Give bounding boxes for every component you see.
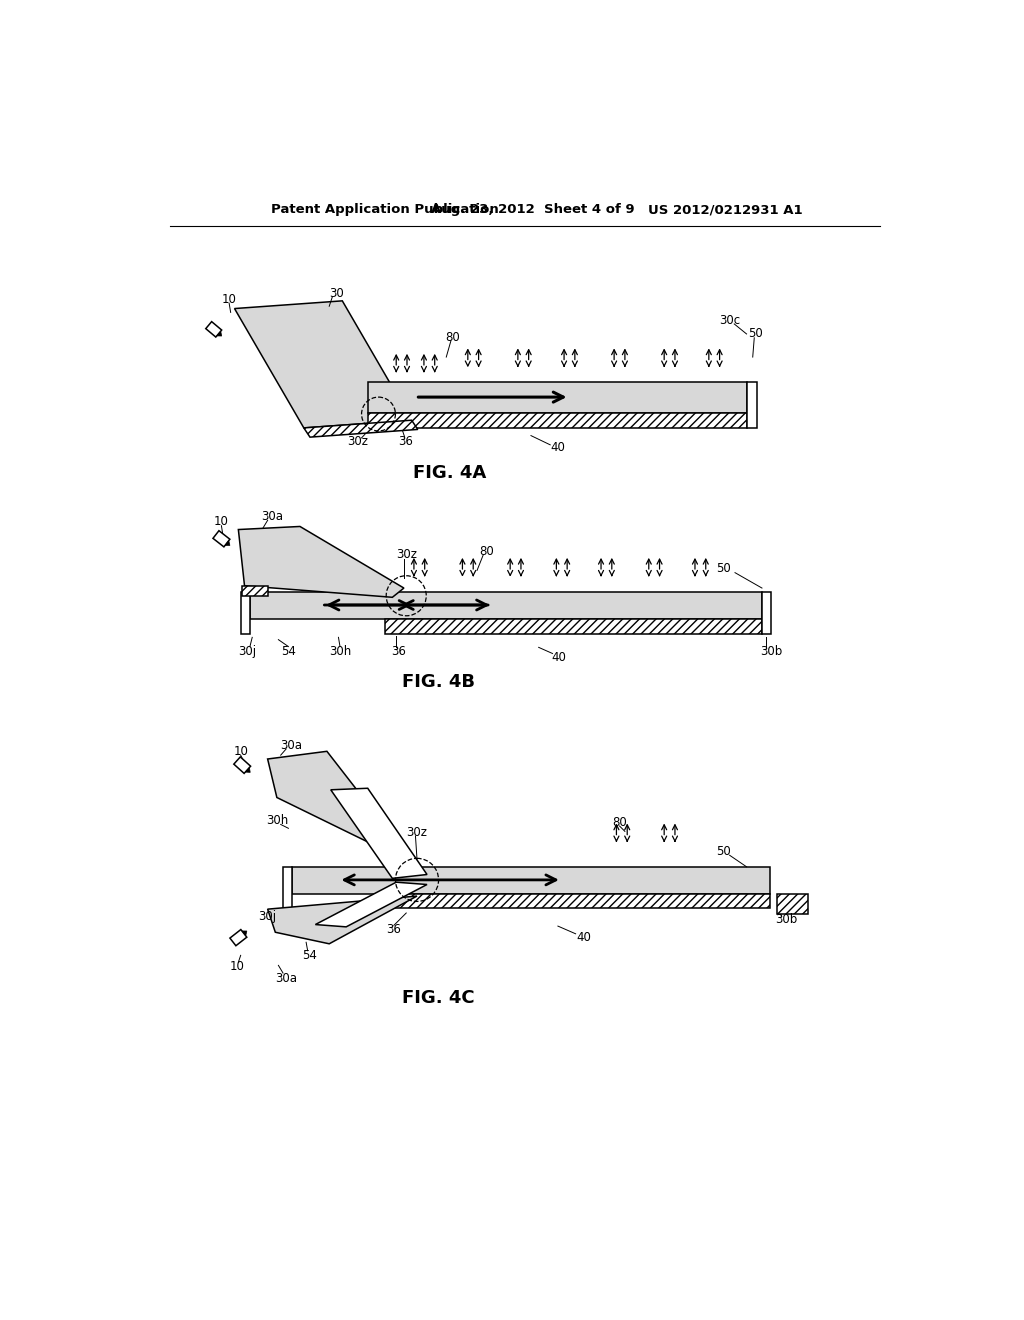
Text: 54: 54: [302, 949, 316, 962]
Text: 30h: 30h: [329, 644, 351, 657]
Text: 30b: 30b: [775, 912, 798, 925]
Polygon shape: [234, 301, 412, 428]
Text: US 2012/0212931 A1: US 2012/0212931 A1: [648, 203, 803, 216]
Polygon shape: [315, 882, 427, 927]
Text: 30j: 30j: [258, 911, 276, 924]
Text: 30b: 30b: [760, 644, 782, 657]
Polygon shape: [213, 531, 229, 546]
Text: Aug. 23, 2012  Sheet 4 of 9: Aug. 23, 2012 Sheet 4 of 9: [431, 203, 635, 216]
Polygon shape: [242, 931, 247, 936]
Text: 10: 10: [214, 515, 228, 528]
Polygon shape: [304, 420, 418, 437]
Text: 36: 36: [391, 644, 406, 657]
Text: 30z: 30z: [407, 825, 427, 838]
Text: 50: 50: [716, 562, 731, 576]
Polygon shape: [283, 867, 292, 908]
Polygon shape: [368, 412, 746, 428]
Text: 40: 40: [575, 931, 591, 944]
Text: 30z: 30z: [395, 548, 417, 561]
Polygon shape: [241, 591, 250, 635]
Text: 30: 30: [330, 286, 344, 300]
Text: 50: 50: [716, 845, 731, 858]
Polygon shape: [331, 788, 427, 878]
Polygon shape: [246, 767, 250, 772]
Text: 10: 10: [221, 293, 237, 306]
Text: 30a: 30a: [280, 739, 302, 751]
Text: 30c: 30c: [719, 314, 740, 326]
Polygon shape: [267, 896, 417, 944]
Text: 50: 50: [749, 327, 763, 341]
Polygon shape: [217, 331, 221, 337]
Text: 30a: 30a: [275, 972, 297, 985]
Text: 40: 40: [551, 651, 566, 664]
Text: 10: 10: [233, 744, 248, 758]
Polygon shape: [368, 381, 746, 412]
Polygon shape: [233, 756, 251, 774]
Text: 36: 36: [398, 436, 413, 449]
Polygon shape: [206, 322, 221, 337]
Polygon shape: [381, 894, 770, 908]
Polygon shape: [292, 867, 770, 894]
Text: FIG. 4B: FIG. 4B: [402, 673, 475, 690]
Text: 80: 80: [612, 816, 627, 829]
Text: 80: 80: [479, 545, 495, 557]
Text: 30h: 30h: [266, 814, 288, 828]
Text: Patent Application Publication: Patent Application Publication: [270, 203, 499, 216]
Polygon shape: [746, 381, 758, 428]
Polygon shape: [267, 751, 416, 866]
Text: 54: 54: [281, 644, 296, 657]
Text: 40: 40: [551, 441, 565, 454]
Polygon shape: [777, 894, 808, 913]
Text: 30j: 30j: [239, 644, 257, 657]
Polygon shape: [225, 541, 230, 545]
Text: FIG. 4C: FIG. 4C: [402, 989, 475, 1007]
Text: 80: 80: [445, 330, 460, 343]
Text: FIG. 4A: FIG. 4A: [414, 463, 486, 482]
Polygon shape: [230, 929, 247, 945]
Polygon shape: [385, 619, 762, 635]
Polygon shape: [762, 591, 771, 635]
Text: 30z: 30z: [347, 436, 369, 449]
Text: 30a: 30a: [261, 510, 284, 523]
Polygon shape: [243, 586, 267, 595]
Text: 36: 36: [386, 924, 401, 936]
Polygon shape: [239, 527, 403, 597]
Polygon shape: [250, 591, 762, 619]
Text: 10: 10: [229, 961, 245, 973]
